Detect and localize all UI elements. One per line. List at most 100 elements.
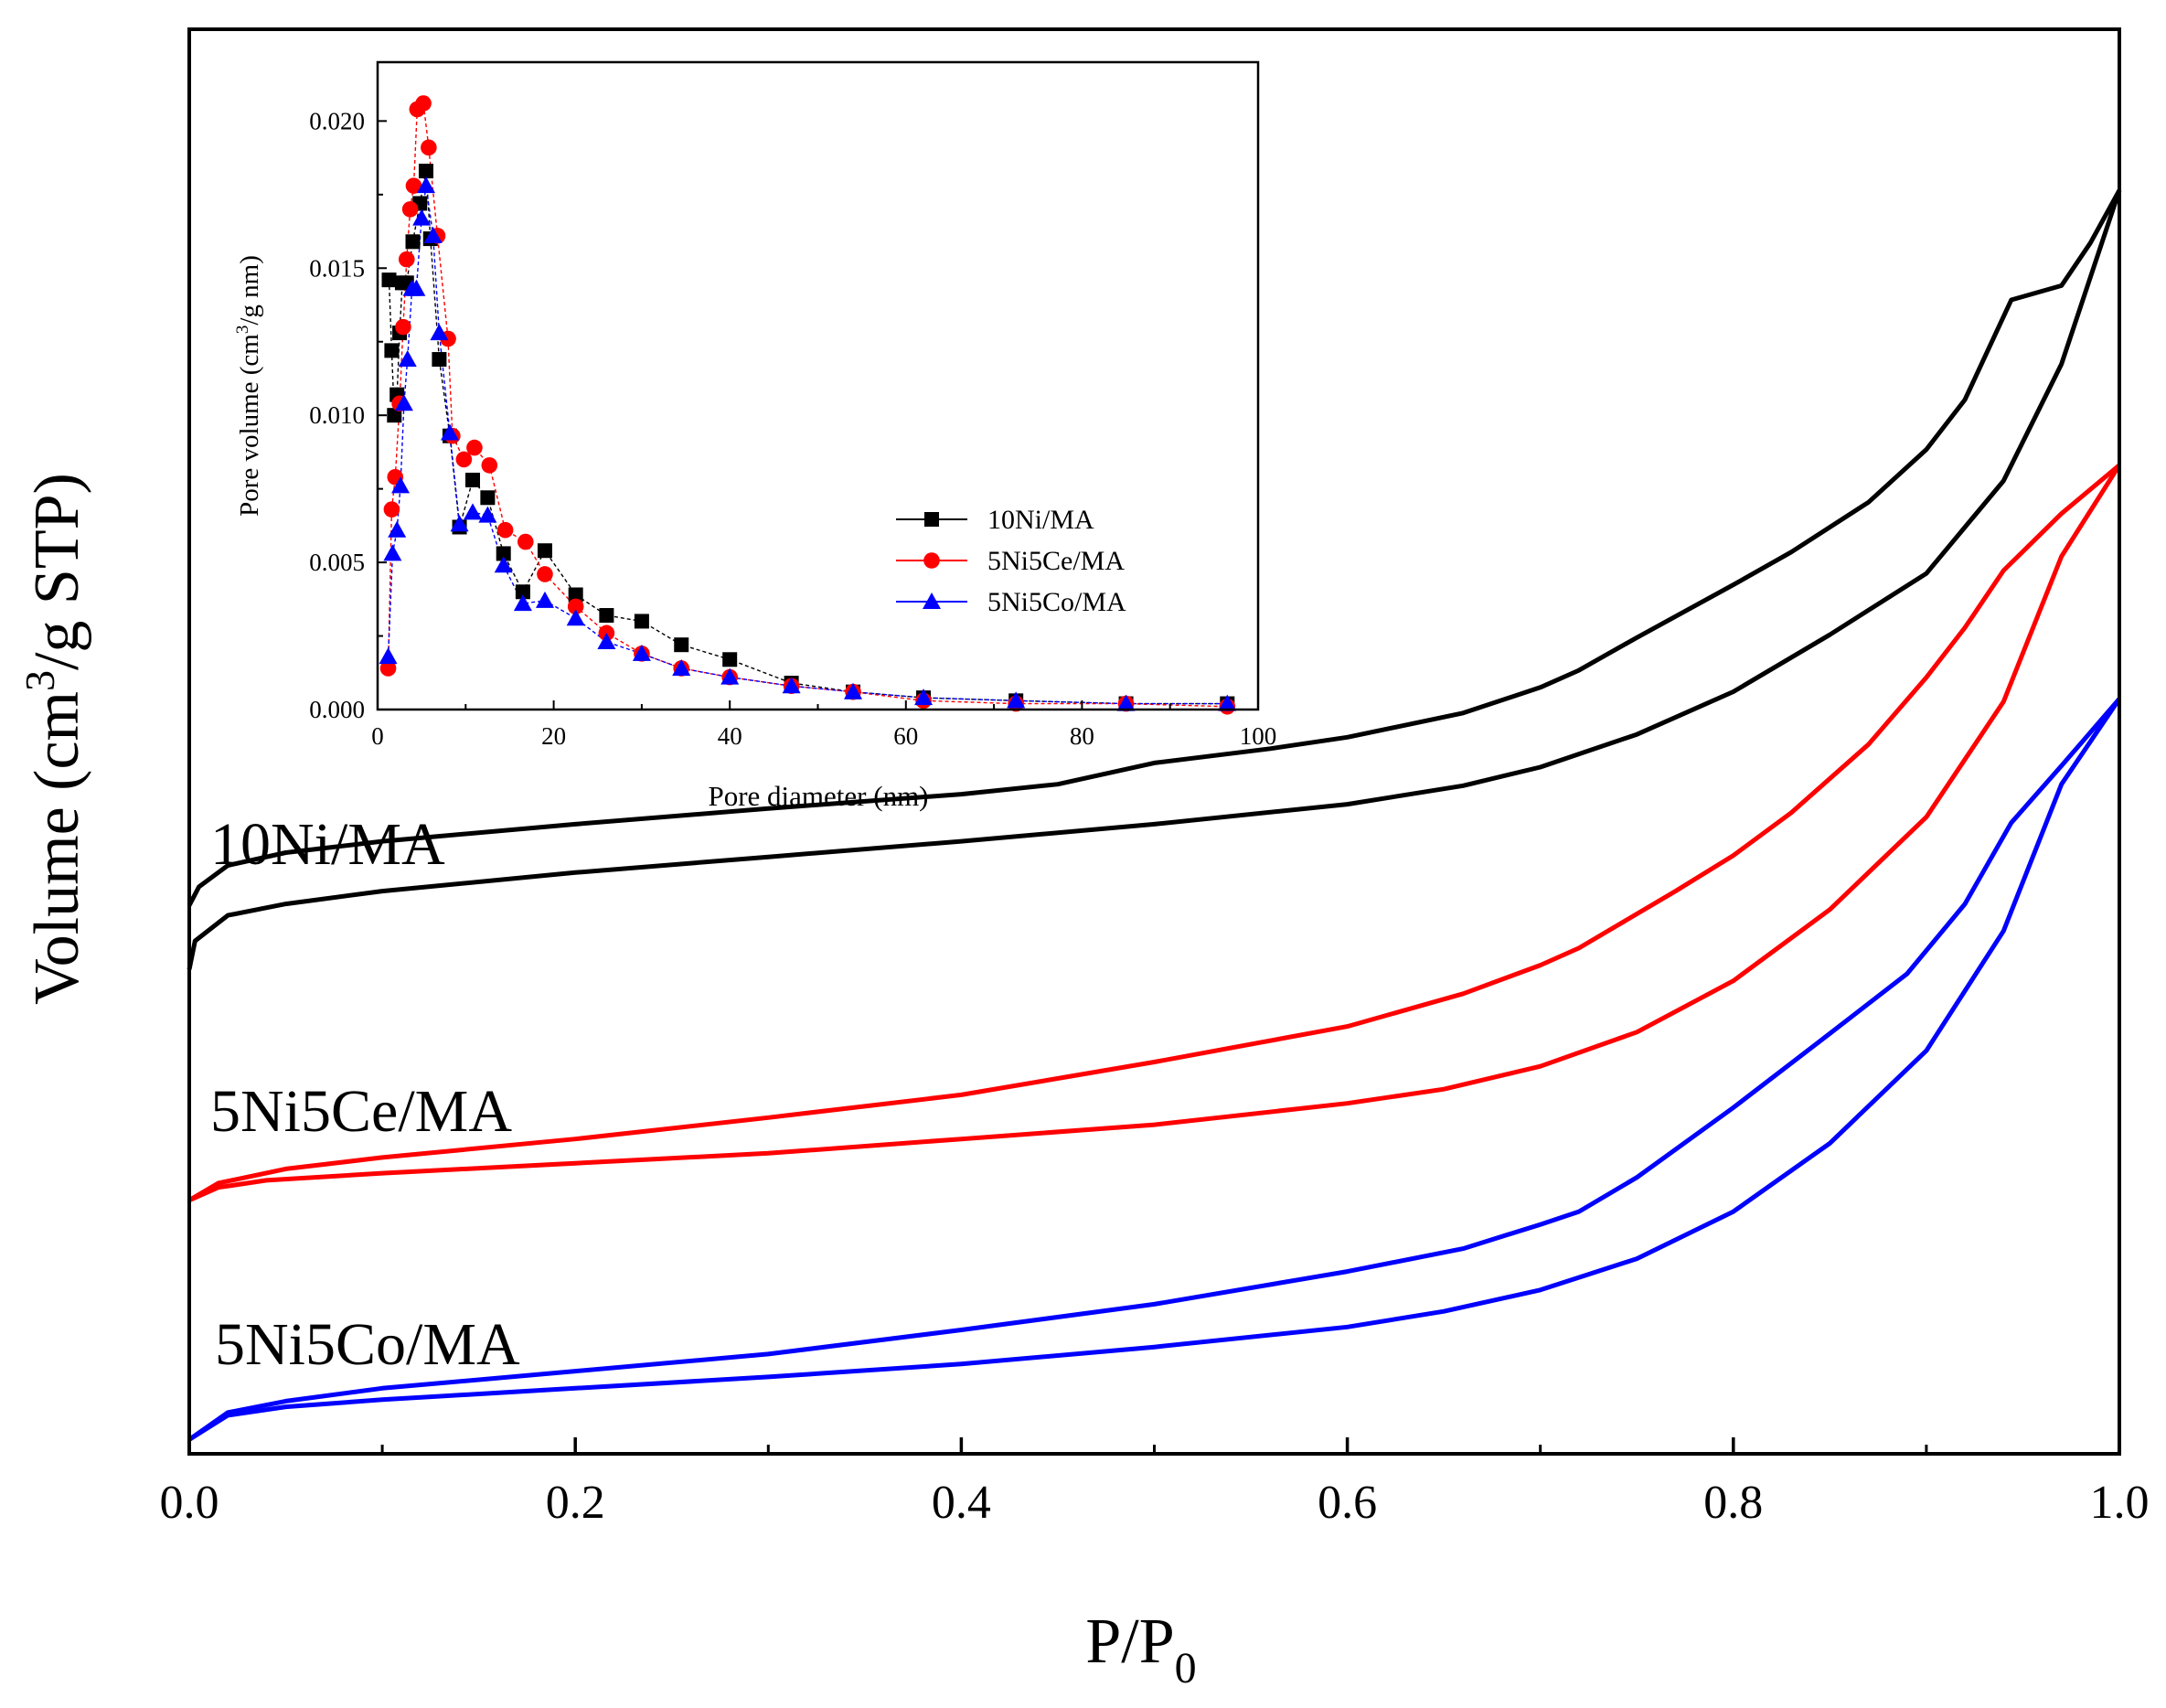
psd-point-5ni5co-ma bbox=[394, 394, 413, 411]
psd-point-5ni5co-ma bbox=[440, 423, 459, 441]
main-x-axis-ticks: 0.0 0.2 0.4 0.6 0.8 1.0 bbox=[160, 1437, 2150, 1529]
psd-point-5ni5ce-ma bbox=[466, 439, 483, 456]
main-x-tick-label: 0.2 bbox=[546, 1477, 605, 1529]
inset-y-tick-label: 0.020 bbox=[309, 107, 365, 134]
psd-point-5ni5co-ma bbox=[513, 594, 532, 612]
psd-point-5ni5co-ma bbox=[391, 476, 411, 494]
psd-point-5ni5ce-ma bbox=[379, 660, 397, 677]
psd-point-5ni5ce-ma bbox=[421, 139, 437, 156]
main-x-tick-label: 0.4 bbox=[932, 1477, 991, 1529]
inset-plot: 0 20 40 60 80 100 0.000 0.005 0.010 0.015 0.020 1… bbox=[233, 60, 1276, 812]
inset-y-tick-label: 0.015 bbox=[309, 254, 365, 282]
psd-point-5ni5co-ma bbox=[398, 350, 417, 368]
psd-point-5ni5co-ma bbox=[388, 520, 407, 538]
psd-point-10ni-ma bbox=[496, 546, 511, 561]
psd-point-10ni-ma bbox=[432, 352, 447, 368]
psd-point-5ni5co-ma bbox=[914, 689, 934, 706]
isotherm-5ni5co-ma-adsorption bbox=[187, 697, 2122, 1442]
legend-marker-5ni5co-ma bbox=[923, 592, 941, 609]
main-x-tick-label: 0.6 bbox=[1318, 1477, 1377, 1529]
psd-point-5ni5co-ma bbox=[412, 208, 432, 226]
main-x-tick-label: 0.8 bbox=[1703, 1477, 1763, 1529]
psd-point-5ni5co-ma bbox=[1116, 694, 1136, 711]
psd-point-10ni-ma bbox=[568, 587, 583, 603]
psd-point-5ni5ce-ma bbox=[567, 598, 584, 615]
inset-x-tick-label: 80 bbox=[1070, 722, 1094, 750]
isotherm-10ni-ma-desorption bbox=[187, 188, 2122, 907]
psd-point-5ni5co-ma bbox=[720, 667, 740, 685]
legend-marker-10ni-ma bbox=[924, 512, 939, 527]
psd-point-5ni5co-ma bbox=[383, 544, 402, 561]
psd-point-5ni5co-ma bbox=[1007, 691, 1026, 709]
inset-y-tick-label: 0.010 bbox=[309, 401, 365, 429]
psd-point-10ni-ma bbox=[537, 543, 552, 559]
main-x-axis-label: P/P0 bbox=[1085, 1607, 1196, 1692]
psd-point-5ni5co-ma bbox=[597, 632, 616, 649]
psd-point-10ni-ma bbox=[515, 584, 530, 600]
psd-line-10ni-ma bbox=[388, 170, 1228, 705]
psd-point-5ni5co-ma bbox=[450, 515, 469, 532]
main-x-tick-label: 0.0 bbox=[160, 1477, 219, 1529]
psd-point-5ni5co-ma bbox=[478, 506, 497, 523]
psd-point-10ni-ma bbox=[384, 343, 400, 358]
psd-point-5ni5co-ma bbox=[782, 677, 801, 694]
legend-label-5ni5ce-ma: 5Ni5Ce/MA bbox=[987, 546, 1125, 576]
legend-marker-5ni5ce-ma bbox=[923, 552, 940, 569]
psd-point-5ni5co-ma bbox=[844, 682, 863, 699]
psd-point-5ni5ce-ma bbox=[496, 521, 514, 539]
psd-point-10ni-ma bbox=[634, 614, 649, 629]
psd-point-5ni5ce-ma bbox=[405, 177, 422, 194]
psd-point-5ni5co-ma bbox=[566, 609, 585, 626]
inset-x-axis-ticks: 0 20 40 60 80 100 bbox=[371, 700, 1276, 750]
isotherm-10ni-ma-adsorption bbox=[187, 189, 2122, 970]
psd-point-5ni5ce-ma bbox=[398, 251, 415, 268]
psd-point-10ni-ma bbox=[674, 637, 689, 653]
inset-y-tick-label: 0.005 bbox=[309, 549, 365, 576]
inset-legend: 10Ni/MA 5Ni5Ce/MA 5Ni5Co/MA bbox=[896, 505, 1126, 617]
main-series-labels: 10Ni/MA 5Ni5Ce/MA 5Ni5Co/MA bbox=[210, 811, 520, 1378]
psd-point-5ni5co-ma bbox=[632, 644, 651, 661]
psd-point-5ni5co-ma bbox=[535, 591, 554, 608]
inset-series-group bbox=[379, 95, 1237, 715]
psd-point-5ni5ce-ma bbox=[383, 501, 400, 518]
psd-point-10ni-ma bbox=[722, 652, 738, 667]
psd-point-10ni-ma bbox=[381, 272, 397, 288]
psd-point-10ni-ma bbox=[418, 164, 433, 179]
main-x-tick-label: 1.0 bbox=[2090, 1477, 2150, 1529]
inset-x-tick-label: 60 bbox=[893, 722, 918, 750]
inset-x-tick-label: 20 bbox=[541, 722, 566, 750]
legend-label-5ni5co-ma: 5Ni5Co/MA bbox=[987, 587, 1126, 617]
main-y-axis-label: Volume (cm3/g STP) bbox=[16, 473, 92, 1005]
series-label-10ni-ma: 10Ni/MA bbox=[210, 811, 445, 878]
psd-point-5ni5co-ma bbox=[494, 556, 513, 573]
psd-point-5ni5co-ma bbox=[1218, 694, 1237, 711]
psd-point-5ni5co-ma bbox=[430, 324, 449, 341]
psd-point-10ni-ma bbox=[480, 490, 496, 506]
psd-point-5ni5ce-ma bbox=[415, 95, 432, 112]
psd-line-5ni5co-ma bbox=[387, 186, 1228, 705]
series-label-5ni5ce-ma: 5Ni5Ce/MA bbox=[210, 1078, 512, 1145]
inset-x-tick-label: 40 bbox=[718, 722, 742, 750]
psd-point-5ni5ce-ma bbox=[481, 457, 498, 474]
psd-point-5ni5ce-ma bbox=[537, 566, 553, 582]
inset-x-axis-label: Pore diameter (nm) bbox=[708, 780, 928, 812]
psd-point-5ni5co-ma bbox=[407, 279, 426, 296]
isotherm-5ni5ce-ma-adsorption bbox=[187, 464, 2122, 1202]
inset-y-tick-label: 0.000 bbox=[309, 696, 365, 723]
inset-x-tick-label: 100 bbox=[1240, 722, 1277, 750]
inset-y-axis-label: Pore volume (cm3/g nm) bbox=[233, 255, 264, 517]
isotherm-5ni5co-ma-desorption bbox=[187, 697, 2121, 1442]
legend-label-10ni-ma: 10Ni/MA bbox=[987, 505, 1094, 535]
inset-x-tick-label: 0 bbox=[371, 722, 384, 750]
series-label-5ni5co-ma: 5Ni5Co/MA bbox=[215, 1311, 520, 1378]
psd-point-5ni5co-ma bbox=[416, 176, 435, 194]
psd-point-5ni5ce-ma bbox=[517, 533, 534, 550]
psd-point-10ni-ma bbox=[599, 608, 614, 624]
psd-point-5ni5ce-ma bbox=[401, 201, 419, 218]
main-series-group bbox=[187, 188, 2122, 1442]
psd-point-10ni-ma bbox=[387, 408, 402, 423]
psd-point-5ni5co-ma bbox=[423, 226, 443, 243]
isotherm-5ni5ce-ma-desorption bbox=[187, 463, 2121, 1202]
psd-point-5ni5ce-ma bbox=[455, 451, 473, 468]
